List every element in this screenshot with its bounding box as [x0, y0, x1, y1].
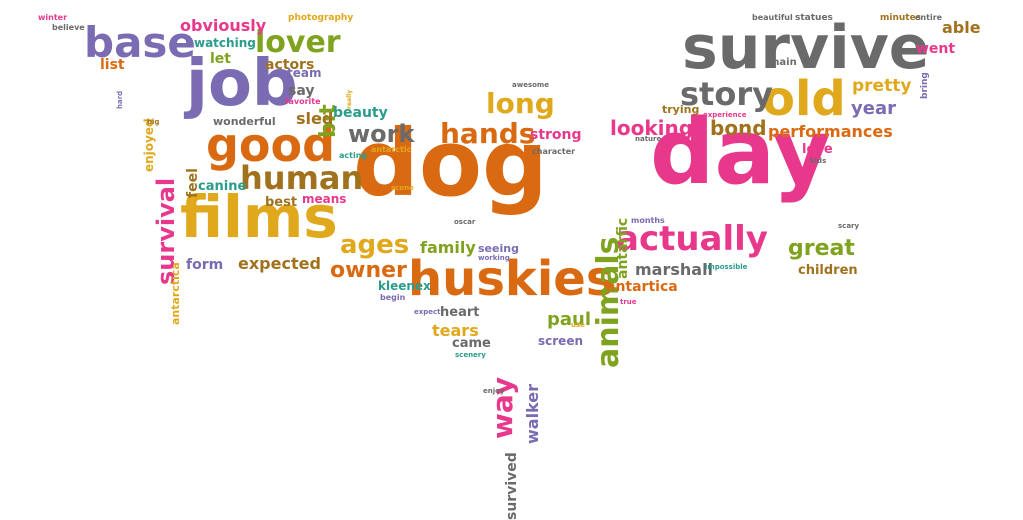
- word-lover: lover: [255, 25, 341, 60]
- word-awesome: awesome: [512, 81, 549, 89]
- word-actors: actors: [265, 57, 315, 73]
- word-canine: canine: [198, 179, 247, 194]
- word-true: true: [620, 298, 637, 306]
- word-beautiful: beautiful: [752, 13, 793, 22]
- word-screen: screen: [538, 334, 583, 348]
- word-pretty: pretty: [852, 76, 912, 96]
- word-looking: looking: [610, 116, 694, 140]
- word-kids: kids: [810, 157, 827, 165]
- word-working: working: [478, 254, 510, 262]
- word-enjoyed: enjoyed: [142, 118, 156, 172]
- word-wonderful: wonderful: [213, 115, 276, 128]
- word-believe: believe: [52, 23, 85, 32]
- word-job: job: [186, 47, 298, 121]
- word-films: films: [180, 183, 338, 251]
- word-huskies: huskies: [408, 251, 615, 307]
- word-tears: tears: [432, 321, 479, 340]
- word-hands: hands: [440, 117, 536, 150]
- word-let: let: [210, 51, 231, 67]
- word-year: year: [851, 98, 896, 119]
- word-scenery: scenery: [455, 351, 486, 359]
- word-owner: owner: [330, 258, 407, 283]
- word-dog: dog: [353, 110, 548, 217]
- word-trying: trying: [662, 103, 700, 116]
- word-love: love: [802, 142, 833, 157]
- word-survive: survive: [682, 13, 930, 83]
- word-long: long: [486, 87, 555, 120]
- word-kleenex: kleenex: [378, 279, 431, 293]
- word-statues: statues: [795, 13, 833, 23]
- word-sled: sled: [296, 109, 334, 128]
- word-beauty: beauty: [333, 105, 388, 121]
- word-day: day: [650, 100, 832, 205]
- word-winter: winter: [38, 13, 68, 22]
- word-bond: bond: [710, 116, 767, 140]
- word-enjoy: enjoy: [483, 387, 505, 395]
- word-antarctic: antarctic: [371, 145, 412, 154]
- word-antarctica: antarctica: [169, 262, 182, 325]
- word-walker: walker: [523, 384, 542, 445]
- word-bring: bring: [920, 72, 930, 99]
- word-use: use: [571, 321, 585, 329]
- word-story: story: [680, 75, 773, 113]
- word-impossible: impossible: [705, 263, 748, 271]
- word-performances: performances: [768, 122, 893, 141]
- word-begin: begin: [380, 293, 406, 302]
- word-actually: actually: [616, 219, 768, 259]
- word-obviously: obviously: [180, 16, 267, 35]
- word-heart: heart: [440, 305, 480, 320]
- word-main: main: [769, 57, 797, 68]
- word-really: really: [346, 90, 353, 110]
- word-minutes: minutes: [880, 13, 922, 23]
- word-hard: hard: [116, 91, 124, 110]
- word-great: great: [788, 236, 855, 261]
- word-came: came: [452, 336, 491, 351]
- word-able: able: [942, 18, 981, 37]
- word-marshall: marshall: [635, 260, 714, 279]
- word-cloud: dog day survive films huskies job good old base a…: [38, 13, 981, 520]
- word-form: form: [186, 257, 224, 273]
- word-entire: entire: [915, 13, 943, 22]
- word-antartica: antartica: [606, 279, 678, 295]
- word-scary: scary: [838, 222, 860, 230]
- word-strong: strong: [530, 127, 582, 143]
- word-work: work: [348, 120, 415, 148]
- word-old: old: [762, 71, 846, 127]
- word-paul: paul: [547, 309, 592, 330]
- word-good: good: [206, 118, 336, 172]
- word-expected: expected: [238, 254, 321, 273]
- word-months: months: [631, 216, 665, 225]
- word-acting: acting: [339, 151, 368, 160]
- word-seeing: seeing: [478, 242, 519, 255]
- word-ages: ages: [340, 230, 410, 260]
- word-children: children: [798, 263, 858, 278]
- word-expect: expect: [414, 308, 441, 316]
- word-antarfic: antarfic: [615, 218, 631, 280]
- word-oscar: oscar: [454, 218, 476, 226]
- word-nature: nature: [635, 135, 662, 143]
- word-experience: experience: [703, 111, 747, 119]
- word-scene: scene: [391, 184, 414, 192]
- word-big: big: [147, 118, 160, 126]
- word-family: family: [420, 238, 476, 257]
- word-best: best: [265, 195, 298, 210]
- word-survived: survived: [504, 452, 520, 520]
- word-human: human: [240, 159, 364, 197]
- word-means: means: [302, 192, 347, 206]
- word-favorite: favorite: [285, 97, 321, 106]
- word-list: list: [100, 57, 125, 73]
- word-character: character: [532, 147, 576, 156]
- word-team: team: [287, 66, 322, 80]
- word-photography: photography: [288, 13, 354, 23]
- word-watching: watching: [194, 36, 256, 50]
- word-say: say: [288, 83, 315, 99]
- word-feel: feel: [185, 168, 201, 198]
- word-base: base: [84, 18, 196, 67]
- word-went: went: [916, 41, 956, 57]
